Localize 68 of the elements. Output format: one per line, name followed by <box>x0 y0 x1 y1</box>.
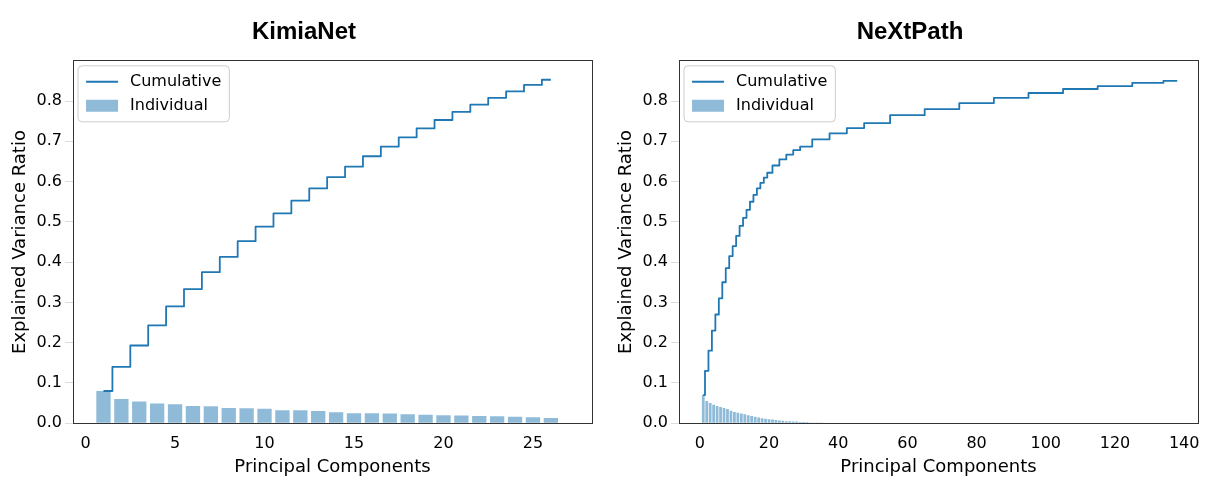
x-tick-label: 20 <box>758 432 780 452</box>
x-tick-label: 20 <box>433 432 454 452</box>
y-tick-label: 0.7 <box>642 130 669 150</box>
y-tick-label: 0.3 <box>642 291 669 311</box>
y-tick-label: 0.7 <box>36 130 63 150</box>
bar <box>221 407 236 423</box>
x-tick-label: 120 <box>1099 432 1131 452</box>
y-tick-label: 0.6 <box>36 170 63 190</box>
x-tick-label: 5 <box>169 432 181 452</box>
x-tick-label: 100 <box>1030 432 1062 452</box>
y-axis-title: Explained Variance Ratio <box>614 130 636 354</box>
legend-label: Cumulative <box>130 70 222 90</box>
bar <box>543 417 558 423</box>
bar <box>382 413 397 423</box>
bar <box>328 412 344 423</box>
x-tick-label: 40 <box>828 432 849 452</box>
x-tick-label: 0 <box>80 432 91 452</box>
y-tick-label: 0.8 <box>642 90 669 110</box>
y-tick-label: 0.1 <box>36 372 63 392</box>
x-tick-label: 10 <box>254 432 275 452</box>
bar <box>96 390 111 423</box>
bar <box>525 417 541 423</box>
legend-label: Cumulative <box>736 70 828 90</box>
bar <box>257 408 272 423</box>
y-tick-label: 0.6 <box>642 170 669 190</box>
x-tick-label: 15 <box>343 432 365 452</box>
x-tick-label: 25 <box>522 432 544 452</box>
bar <box>275 410 290 423</box>
bar <box>472 415 487 423</box>
x-tick-label: 0 <box>694 432 705 452</box>
bar <box>185 405 201 423</box>
bar <box>167 404 183 423</box>
y-tick-label: 0.5 <box>642 211 669 231</box>
bar <box>490 416 505 423</box>
y-tick-label: 0.1 <box>642 372 669 392</box>
chart-title: NeXtPath <box>856 17 964 45</box>
y-tick-label: 0.2 <box>36 331 63 351</box>
bar <box>346 413 362 423</box>
y-tick-label: 0.4 <box>36 251 63 271</box>
bar <box>239 408 254 423</box>
x-tick-label: 140 <box>1168 432 1200 452</box>
legend-label: Individual <box>130 94 208 114</box>
chart-title: KimiaNet <box>251 17 357 45</box>
y-tick-label: 0.8 <box>36 90 63 110</box>
bar <box>293 410 308 423</box>
x-tick-label: 60 <box>897 432 918 452</box>
bar <box>454 415 469 423</box>
y-tick-label: 0.5 <box>36 211 63 231</box>
bar <box>149 403 165 423</box>
bar <box>436 415 451 423</box>
x-tick-label: 80 <box>966 432 987 452</box>
bar <box>364 413 380 423</box>
bar <box>311 411 326 423</box>
legend-label: Individual <box>736 94 814 114</box>
y-axis-title: Explained Variance Ratio <box>8 130 30 354</box>
bar <box>114 399 129 423</box>
y-tick-label: 0.0 <box>36 412 63 432</box>
x-axis-title: Principal Components <box>840 454 1037 476</box>
bar <box>418 414 433 423</box>
y-tick-label: 0.2 <box>642 331 669 351</box>
bar <box>400 414 415 423</box>
bar <box>203 406 218 423</box>
y-tick-label: 0.3 <box>36 291 63 311</box>
bar <box>132 401 147 423</box>
y-tick-label: 0.0 <box>642 412 669 432</box>
bar <box>507 416 523 423</box>
x-axis-title: Principal Components <box>234 454 431 476</box>
y-tick-label: 0.4 <box>642 251 669 271</box>
